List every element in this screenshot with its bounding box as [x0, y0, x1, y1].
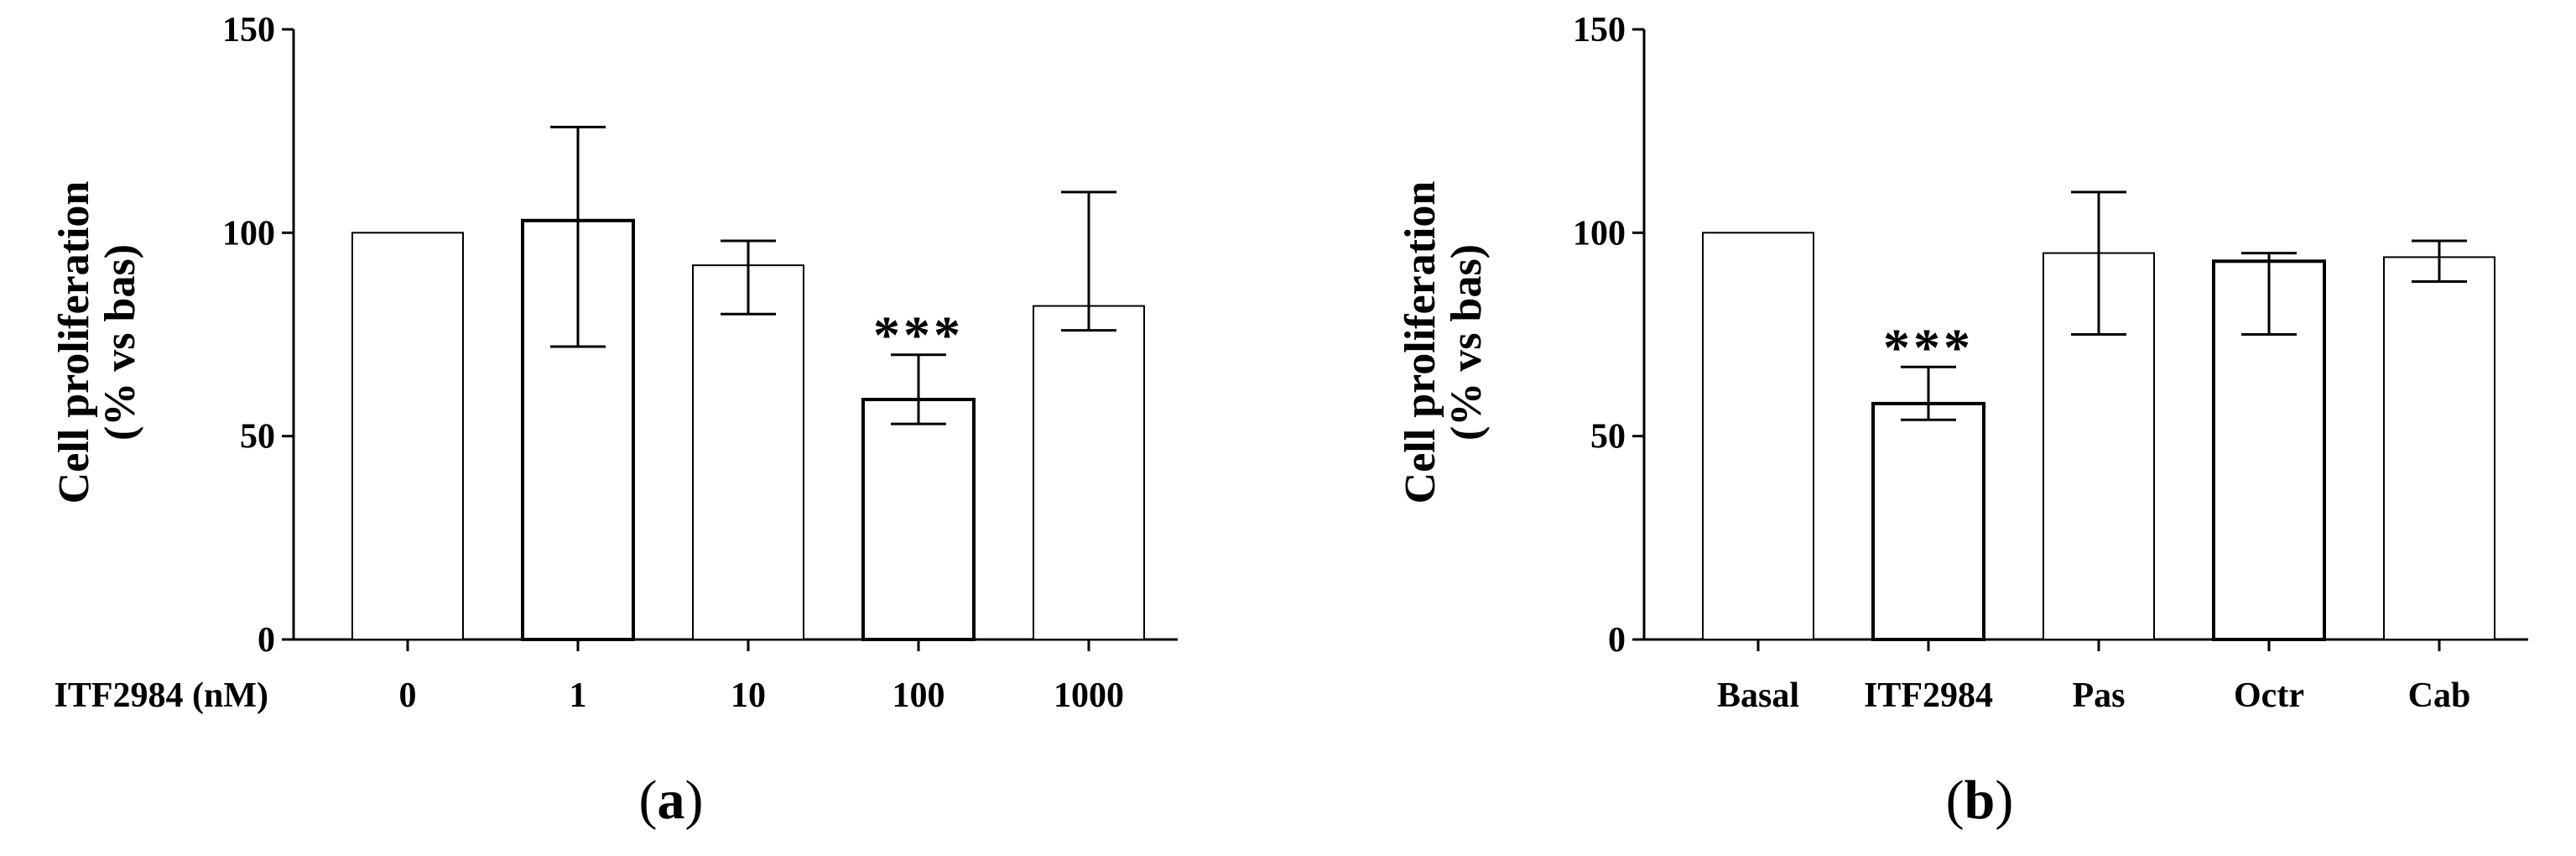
x-tick-label-a-3: 100: [892, 676, 945, 715]
panel-label-b-letter: b: [1965, 770, 1996, 831]
x-axis-title-a: ITF2984 (nM): [55, 676, 269, 715]
y-axis-title-a: Cell proliferation (% vs bas): [50, 181, 144, 504]
y-tick-label-b: 50: [1590, 418, 1626, 457]
x-tick-label-b-4: Cab: [2408, 676, 2471, 715]
y-tick-label-b: 0: [1608, 621, 1626, 660]
bar-a-0: [351, 232, 464, 640]
y-axis-title-b: Cell proliferation (% vs bas): [1397, 181, 1491, 504]
bar-a-2: [692, 264, 804, 640]
bar-b-4: [2383, 256, 2495, 640]
significance-label-a-3: ***: [873, 305, 964, 365]
bar-a-3: [861, 398, 976, 641]
y-tick-label-a: 100: [222, 214, 275, 253]
x-tick-label-b-2: Pas: [2073, 676, 2126, 715]
x-tick-label-b-3: Octr: [2234, 676, 2304, 715]
panel-label-a: (a): [639, 770, 704, 831]
chart-panel-a: Cell proliferation (% vs bas) ITF2984 (n…: [50, 11, 1178, 831]
panel-label-a-letter: a: [658, 770, 685, 831]
y-axis-title-b-line1: Cell proliferation: [1397, 181, 1444, 504]
y-axis-title-a-line2: (% vs bas): [96, 244, 144, 441]
x-tick-label-a-2: 10: [731, 676, 766, 715]
y-tick-label-a: 150: [222, 11, 275, 50]
plot-area-a: 0 50 100 150 0 1 10 *** 100 1000: [222, 11, 1178, 715]
y-axis-title-b-line2: (% vs bas): [1443, 244, 1491, 441]
plot-area-b: 0 50 100 150 Basal *** ITF2984 Pas Octr Cab: [1573, 11, 2528, 715]
chart-panel-b: Cell proliferation (% vs bas) 0 50 100 150 B…: [1397, 11, 2528, 831]
bar-b-0: [1702, 232, 1814, 640]
y-tick-label-a: 0: [258, 621, 275, 660]
y-tick-label-a: 50: [240, 418, 275, 457]
x-tick-label-b-1: ITF2984: [1864, 676, 1993, 715]
x-tick-label-b-0: Basal: [1717, 676, 1799, 715]
x-tick-label-a-0: 0: [399, 676, 417, 715]
y-tick-label-b: 150: [1573, 11, 1626, 50]
x-tick-label-a-4: 1000: [1054, 676, 1124, 715]
significance-label-b-1: ***: [1883, 317, 1974, 377]
x-tick-label-a-1: 1: [570, 676, 587, 715]
y-tick-label-b: 100: [1573, 214, 1626, 253]
bar-a-4: [1033, 305, 1145, 640]
y-axis-title-a-line1: Cell proliferation: [50, 181, 98, 504]
panel-label-b: (b): [1946, 770, 2014, 831]
bar-b-1: [1871, 401, 1985, 641]
